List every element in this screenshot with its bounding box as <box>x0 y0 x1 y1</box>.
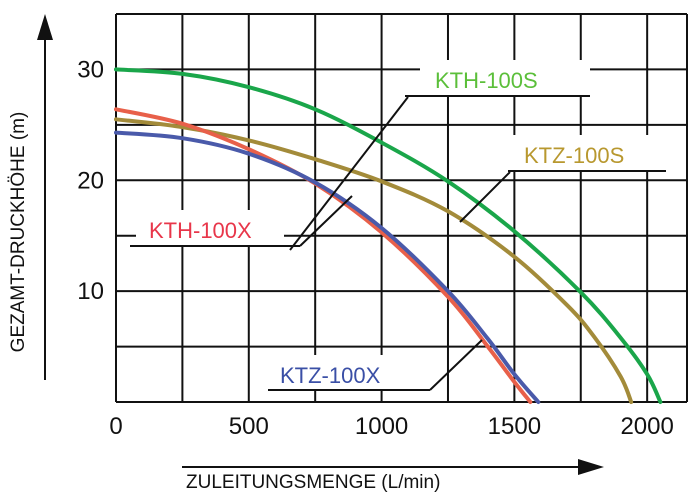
x-axis-label: ZULEITUNGSMENGE (L/min) <box>186 472 440 493</box>
callout-leader-line <box>459 171 511 223</box>
callout-box <box>420 60 590 96</box>
callout-leader-line <box>289 96 409 251</box>
series-line-kth-100s <box>114 67 663 404</box>
series-label-ktz-100s: KTZ-100S <box>524 143 624 168</box>
tick-labels: 0 500 1000 1500 2000 10 20 30 <box>77 56 674 440</box>
y-tick-label: 20 <box>77 167 104 194</box>
callout-box <box>508 135 670 171</box>
series-callouts: KTH-100S KTZ-100S KTH-100X KTZ-100X <box>130 60 670 391</box>
x-tick-label: 0 <box>109 413 122 440</box>
callout-box <box>136 210 284 246</box>
series-label-kth-100x: KTH-100X <box>149 218 252 243</box>
x-axis-arrowhead <box>578 459 604 475</box>
y-tick-label: 30 <box>77 56 104 83</box>
series-label-kth-100s: KTH-100S <box>435 68 538 93</box>
callout-leader-line <box>299 195 353 247</box>
x-tick-label: 2000 <box>620 413 673 440</box>
series-line-ktz-100x <box>114 130 541 404</box>
y-tick-label: 10 <box>77 278 104 305</box>
x-tick-label: 1000 <box>355 413 408 440</box>
x-tick-label: 500 <box>229 413 269 440</box>
callout-leader-line <box>429 339 483 391</box>
y-axis-arrowhead <box>37 14 53 40</box>
series-lines <box>114 67 663 404</box>
callout-box <box>268 355 418 391</box>
series-line-kth-100x <box>114 107 533 404</box>
series-line-ktz-100s <box>114 117 634 404</box>
y-axis-label: GEZAMT-DRUCKHÖHE (m) <box>8 112 29 353</box>
series-label-ktz-100x: KTZ-100X <box>280 363 381 388</box>
x-tick-label: 1500 <box>488 413 541 440</box>
